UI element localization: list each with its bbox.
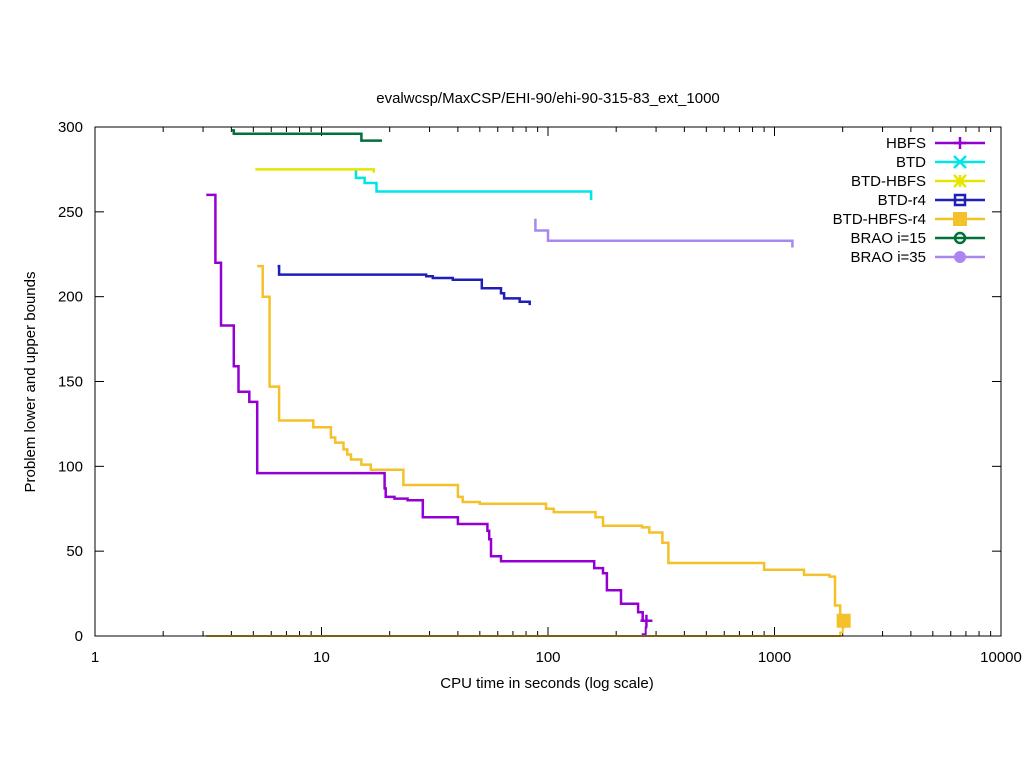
- legend-btd-r4-label: BTD-r4: [878, 192, 926, 209]
- tick-labels: 0 50 100 150 200 250 300 1 10 100 1000 10000: [58, 119, 1022, 666]
- series-brao-i-15-upper-bound-line: [231, 129, 382, 142]
- legend-btd-r4-marker-part: [953, 193, 967, 207]
- series-btd-hbfs-r4-final-marker-part: [836, 613, 851, 628]
- legend-brao-i-35-label: BRAO i=35: [851, 249, 926, 266]
- series-hbfs-final-marker: [640, 614, 653, 627]
- legend-brao-i-15-label: BRAO i=15: [851, 230, 926, 247]
- legend: HBFS BTD BTD-HBFS BTD-r4 BTD-HBFS-r4 BRAO i=1…: [833, 135, 985, 266]
- legend-btd-hbfs-r4-label: BTD-HBFS-r4: [833, 211, 926, 228]
- x-tick-label: 100: [535, 649, 560, 666]
- legend-hbfs-label: HBFS: [886, 135, 926, 152]
- plot-frame: [94, 126, 1002, 637]
- legend-btd-hbfs-marker-part: [953, 174, 967, 188]
- chart-title: evalwcsp/MaxCSP/EHI-90/ehi-90-315-83_ext…: [376, 90, 720, 107]
- x-tick-label: 1000: [758, 649, 791, 666]
- series-btd-upper-bound-line: [354, 169, 593, 200]
- legend-btd-hbfs-r4-marker-part: [953, 212, 967, 226]
- legend-brao-i-15-marker-part: [953, 231, 967, 245]
- y-tick-label: 200: [58, 289, 83, 306]
- y-tick-label: 150: [58, 374, 83, 391]
- series-btd-hbfs-r4-upper-bound-line: [257, 264, 842, 621]
- legend-btd-label: BTD: [896, 154, 926, 171]
- y-tick-label: 50: [66, 543, 83, 560]
- plot-area: [206, 129, 851, 637]
- legend-btd-marker-part: [953, 155, 967, 169]
- legend-btd-marker: [953, 155, 967, 169]
- y-tick-label: 250: [58, 204, 83, 221]
- legend-btd-r4-marker: [953, 193, 967, 207]
- series-btd-hbfs-upper-bound-line: [255, 168, 375, 173]
- series-hbfs-upper-bound-line: [206, 193, 644, 621]
- legend-btd-hbfs-marker: [953, 174, 967, 188]
- y-tick-label: 100: [58, 458, 83, 475]
- axis-ticks: [94, 126, 1002, 637]
- legend-brao-i-35-marker-part: [954, 251, 966, 263]
- series-btd-hbfs-r4-final-marker: [836, 613, 851, 628]
- series-btd-r4-upper-bound-line: [277, 264, 531, 306]
- series-hbfs-lower-bound-line: [206, 620, 648, 637]
- series-btd-hbfs-r4-lower-bound-line: [206, 620, 845, 637]
- legend-brao-i-35-marker: [954, 251, 966, 263]
- y-tick-label: 0: [75, 628, 83, 645]
- legend-btd-hbfs-r4-marker: [953, 212, 967, 226]
- legend-btd-hbfs-label: BTD-HBFS: [851, 173, 926, 190]
- legend-hbfs-marker: [954, 137, 966, 149]
- y-tick-label: 300: [58, 119, 83, 136]
- x-tick-label: 10: [313, 649, 330, 666]
- y-axis-label: Problem lower and upper bounds: [22, 272, 39, 493]
- legend-brao-i-15-marker: [953, 231, 967, 245]
- x-axis-label: CPU time in seconds (log scale): [440, 675, 653, 692]
- series-brao-i-35-upper-bound-line: [534, 218, 794, 248]
- x-tick-label: 1: [91, 649, 99, 666]
- x-tick-label: 10000: [980, 649, 1022, 666]
